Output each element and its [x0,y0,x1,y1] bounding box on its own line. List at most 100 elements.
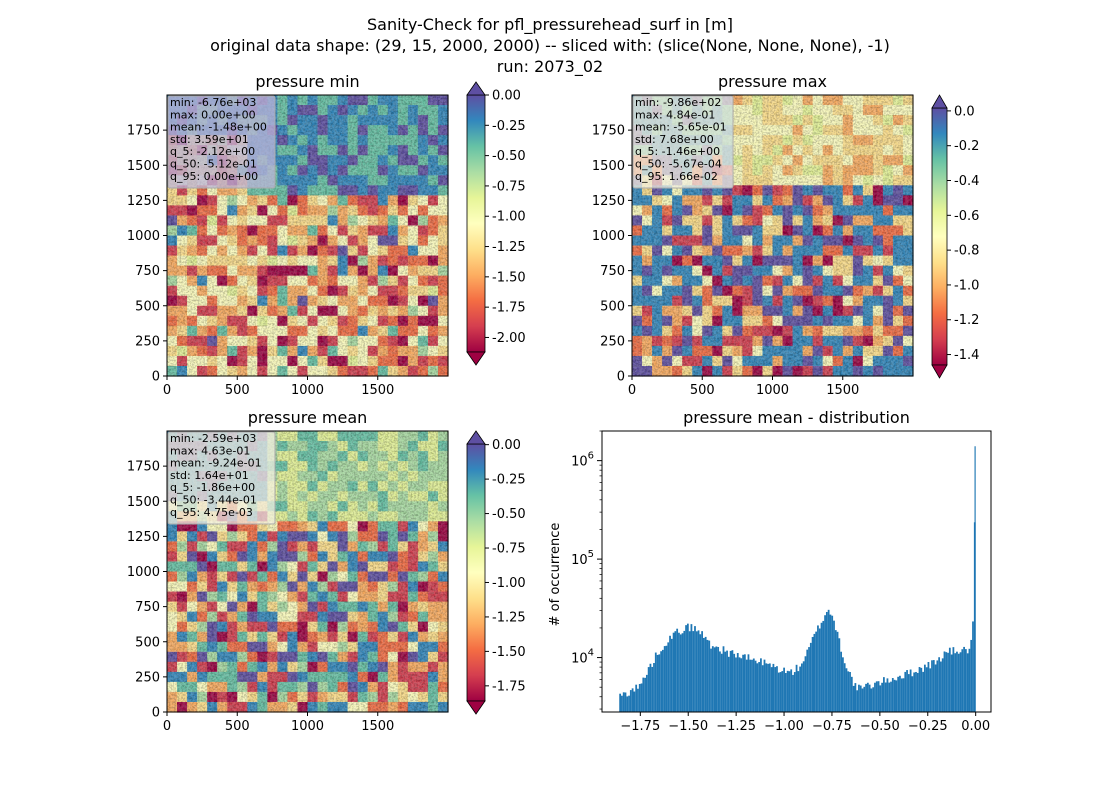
distribution-histogram-panel: pressure mean - distribution −1.75 −1.50 −1… [548,408,992,734]
histogram-bar [711,646,714,712]
x-tick-label: 1500 [361,383,394,398]
histogram-bar [742,654,744,712]
histogram-bar [619,693,622,712]
histogram-bar [628,695,630,712]
histogram-bar [888,682,891,712]
histogram-bar [784,673,787,712]
histogram-bar [761,665,764,712]
colorbar-extend-max [931,94,948,109]
colorbar-tick-label: 0.00 [492,89,521,104]
histogram-bar [704,636,707,712]
histogram-bar [802,661,805,712]
y-tick-label: 1750 [127,460,160,475]
y-tick-label: 1500 [127,159,160,174]
histogram-bar [858,684,860,712]
colorbar-extend-min [466,351,486,366]
stats-line: max: 4.63e-01 [170,444,250,457]
histogram-bar [640,683,643,712]
histogram-bar [850,676,853,712]
histogram-bar [786,670,789,712]
y-tick-label: 750 [135,600,160,615]
histogram-bar [868,684,871,712]
colorbar-tick-label: 0.00 [492,438,521,453]
histogram-bar [645,674,648,712]
y-tick-label: 106 [571,451,594,470]
histogram-bar [776,666,778,712]
histogram-bar [833,620,835,712]
histogram-bar [629,690,632,712]
histogram-bar [974,446,976,712]
histogram-bar [845,668,848,712]
histogram-bar [647,667,650,712]
histogram-bar [861,688,864,712]
histogram-bar [809,642,812,712]
histogram-bar [658,654,661,712]
histogram-bar [656,654,659,712]
histogram-bar [829,614,832,712]
y-tick-base: 10 [571,455,588,470]
histogram-bar [932,660,935,712]
histogram-bar [945,652,948,712]
histogram-bar [866,682,869,712]
histogram-bar [940,661,942,712]
histogram-bar [676,628,679,712]
histogram-bar [799,666,802,712]
x-tick-label: 1000 [291,383,324,398]
histogram-bar [738,657,741,712]
histogram-bar [877,681,880,712]
histogram-bar [717,646,720,712]
x-tick-label: −0.25 [908,719,948,734]
histogram-bar [874,682,876,712]
histogram-bar [890,681,892,712]
histogram-bar [706,639,709,712]
histogram-bar [649,663,652,712]
histogram-bar [795,664,798,712]
colorbar-tick-label: 0.0 [954,104,975,119]
histogram-bar [923,664,926,712]
histogram-bar [669,635,671,712]
histogram-bar [883,677,885,712]
histogram-bar [964,649,967,712]
histogram-bar [970,639,973,712]
histogram-bar [820,622,823,712]
colorbar-tick-label: -1.2 [954,313,979,328]
histogram-bar [736,653,739,712]
histogram-bar [727,656,730,712]
stats-line: q_50: -5.67e-04 [635,158,722,171]
histogram-bar [872,687,875,712]
histogram-bar [713,647,716,712]
histogram-bar [863,686,866,712]
histogram-bar [963,646,965,712]
histogram-bar [631,688,634,712]
colorbar: 0.00 -0.25 -0.50 -0.75 -1.00 -1.25 -1.50 -1.75 -… [466,81,526,366]
histogram-bar [703,637,705,712]
histogram-bar [783,667,785,712]
colorbar-tick-label: -0.25 [492,473,526,488]
colorbar-tick-label: -0.75 [492,179,526,194]
histogram-bar [961,649,964,712]
histogram-bar [692,631,695,712]
colorbar-tick-label: -1.75 [492,301,526,316]
histogram-bar [758,662,761,712]
y-tick-label: 0 [617,370,625,385]
histogram-bar [875,681,878,712]
histogram-bar [745,659,748,712]
y-tick-label: 250 [600,334,625,349]
y-tick-label: 1250 [592,194,625,209]
histogram-bar [811,636,814,712]
histogram-bar [660,651,663,712]
histogram-bar [747,654,750,712]
histogram-bar [678,632,680,712]
panel-title: pressure mean - distribution [683,408,910,427]
histogram-bar [626,696,629,712]
histogram-bar [724,651,727,712]
histogram-bar [870,688,873,712]
histogram-bar [929,668,932,712]
histogram-bar [749,659,752,712]
y-tick-label: 750 [600,264,625,279]
histogram-bar [752,658,755,712]
colorbar-extend-max [466,81,486,96]
x-tick-label: 1000 [756,383,789,398]
y-tick-label: 1250 [127,194,160,209]
